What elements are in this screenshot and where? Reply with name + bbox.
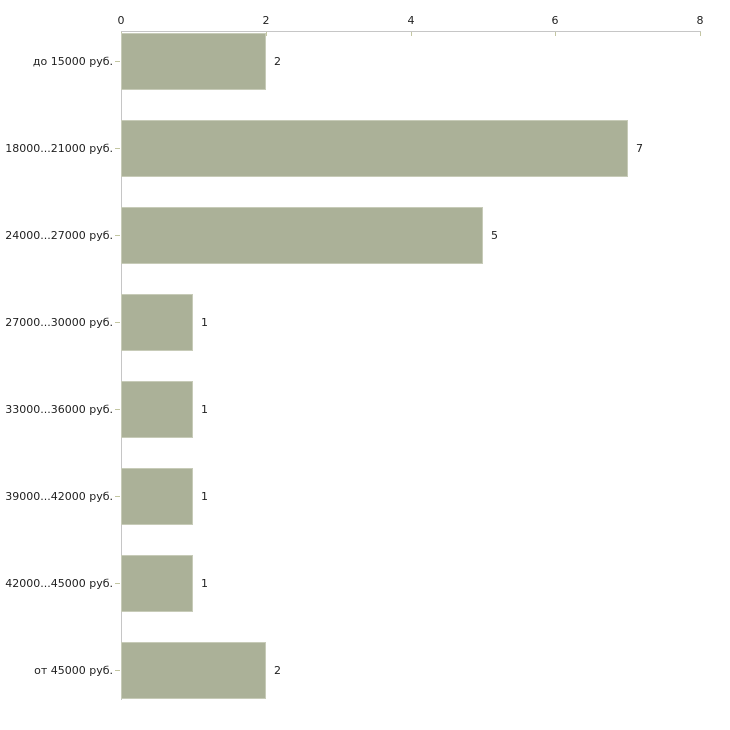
category-label: 18000...21000 руб. [5, 142, 113, 155]
value-label: 1 [201, 403, 208, 416]
bar [121, 120, 628, 177]
y-axis-tick [115, 235, 120, 236]
y-axis-tick [115, 583, 120, 584]
value-label: 5 [491, 229, 498, 242]
x-axis-tick [266, 32, 267, 36]
bar-row: 24000...27000 руб. 5 [0, 205, 730, 292]
category-label: от 45000 руб. [34, 664, 113, 677]
y-axis-tick [115, 409, 120, 410]
category-label: 42000...45000 руб. [5, 577, 113, 590]
bar [121, 381, 193, 438]
x-axis-tick-label: 6 [551, 14, 559, 27]
x-axis-tick-label: 8 [696, 14, 704, 27]
category-label: 33000...36000 руб. [5, 403, 113, 416]
value-label: 2 [274, 55, 281, 68]
bar-row: 18000...21000 руб. 7 [0, 118, 730, 205]
x-axis-tick-label: 2 [262, 14, 270, 27]
bar [121, 555, 193, 612]
value-label: 2 [274, 664, 281, 677]
value-label: 1 [201, 490, 208, 503]
x-axis-tick-label: 0 [117, 14, 125, 27]
x-axis-tick [555, 32, 556, 36]
x-axis-tick [700, 32, 701, 36]
bar-row: 33000...36000 руб. 1 [0, 379, 730, 466]
bar-row: 39000...42000 руб. 1 [0, 466, 730, 553]
y-axis-tick [115, 148, 120, 149]
x-axis-tick-label: 4 [407, 14, 415, 27]
bar [121, 33, 266, 90]
y-axis-tick [115, 61, 120, 62]
y-axis-tick [115, 496, 120, 497]
category-label: 39000...42000 руб. [5, 490, 113, 503]
value-label: 1 [201, 577, 208, 590]
value-label: 7 [636, 142, 643, 155]
bar [121, 642, 266, 699]
bar-row: до 15000 руб. 2 [0, 31, 730, 118]
category-label: 27000...30000 руб. [5, 316, 113, 329]
x-axis-line [121, 31, 701, 32]
category-label: до 15000 руб. [32, 55, 113, 68]
y-axis-tick [115, 670, 120, 671]
bar [121, 207, 483, 264]
bar-row: 27000...30000 руб. 1 [0, 292, 730, 379]
x-axis-tick [411, 32, 412, 36]
y-axis-line [121, 31, 122, 700]
value-label: 1 [201, 316, 208, 329]
bar-row: 42000...45000 руб. 1 [0, 553, 730, 640]
y-axis-tick [115, 322, 120, 323]
bar [121, 294, 193, 351]
bar [121, 468, 193, 525]
category-label: 24000...27000 руб. [5, 229, 113, 242]
bar-row: от 45000 руб. 2 [0, 640, 730, 727]
